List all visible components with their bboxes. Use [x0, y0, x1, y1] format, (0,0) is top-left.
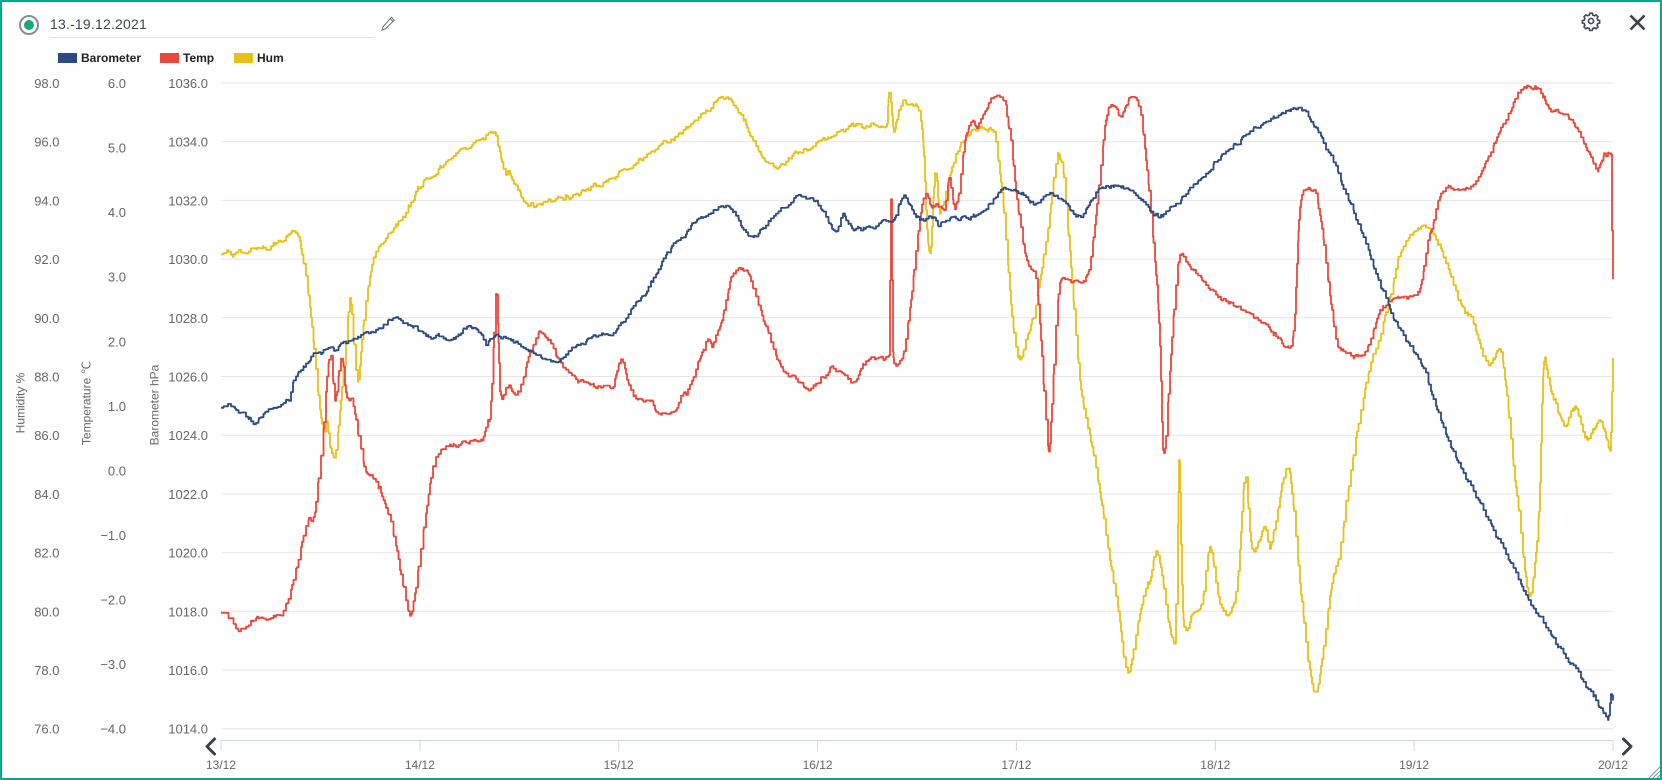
svg-text:1036.0: 1036.0	[168, 76, 208, 91]
svg-text:76.0: 76.0	[34, 722, 59, 737]
svg-text:82.0: 82.0	[34, 546, 59, 561]
svg-text:Temperature ℃: Temperature ℃	[80, 361, 94, 445]
svg-text:6.0: 6.0	[108, 76, 126, 91]
svg-text:94.0: 94.0	[34, 193, 59, 208]
svg-text:2.0: 2.0	[108, 334, 126, 349]
svg-text:20/12: 20/12	[1598, 758, 1628, 772]
svg-text:1032.0: 1032.0	[168, 193, 208, 208]
svg-text:Humidity %: Humidity %	[14, 372, 28, 433]
svg-text:1024.0: 1024.0	[168, 428, 208, 443]
svg-text:1016.0: 1016.0	[168, 663, 208, 678]
svg-text:3.0: 3.0	[108, 270, 126, 285]
svg-text:1.0: 1.0	[108, 399, 126, 414]
svg-text:−3.0: −3.0	[100, 657, 126, 672]
svg-text:1034.0: 1034.0	[168, 135, 208, 150]
svg-text:78.0: 78.0	[34, 663, 59, 678]
svg-text:−4.0: −4.0	[100, 722, 126, 737]
svg-text:96.0: 96.0	[34, 135, 59, 150]
svg-text:18/12: 18/12	[1200, 758, 1230, 772]
svg-text:88.0: 88.0	[34, 370, 59, 385]
svg-text:98.0: 98.0	[34, 76, 59, 91]
svg-text:15/12: 15/12	[604, 758, 634, 772]
svg-text:0.0: 0.0	[108, 463, 126, 478]
svg-text:1030.0: 1030.0	[168, 252, 208, 267]
svg-text:92.0: 92.0	[34, 252, 59, 267]
svg-text:1022.0: 1022.0	[168, 487, 208, 502]
svg-text:13/12: 13/12	[206, 758, 236, 772]
svg-text:1014.0: 1014.0	[168, 722, 208, 737]
svg-text:17/12: 17/12	[1001, 758, 1031, 772]
svg-text:1018.0: 1018.0	[168, 604, 208, 619]
svg-text:1028.0: 1028.0	[168, 311, 208, 326]
svg-text:19/12: 19/12	[1399, 758, 1429, 772]
svg-text:84.0: 84.0	[34, 487, 59, 502]
svg-text:−2.0: −2.0	[100, 593, 126, 608]
svg-text:14/12: 14/12	[405, 758, 435, 772]
svg-text:16/12: 16/12	[803, 758, 833, 772]
svg-text:Barometer hPa: Barometer hPa	[148, 364, 162, 445]
svg-text:−1.0: −1.0	[100, 528, 126, 543]
svg-text:5.0: 5.0	[108, 141, 126, 156]
svg-text:1026.0: 1026.0	[168, 370, 208, 385]
svg-text:86.0: 86.0	[34, 428, 59, 443]
svg-text:80.0: 80.0	[34, 604, 59, 619]
svg-text:90.0: 90.0	[34, 311, 59, 326]
svg-text:1020.0: 1020.0	[168, 546, 208, 561]
svg-text:4.0: 4.0	[108, 205, 126, 220]
